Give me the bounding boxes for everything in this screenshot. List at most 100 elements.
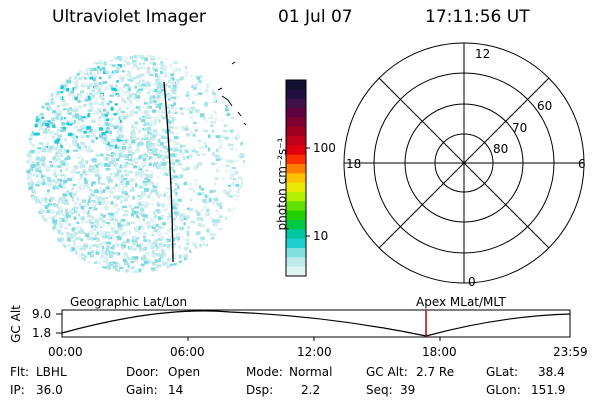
uv-speckle [112, 70, 117, 74]
uv-speckle [135, 183, 138, 188]
uv-speckle [172, 237, 176, 242]
uv-speckle [93, 81, 97, 85]
uv-speckle [76, 85, 79, 89]
uv-speckle [102, 242, 107, 246]
uv-speckle [180, 76, 184, 80]
uv-speckle [92, 237, 97, 240]
uv-speckle [153, 189, 158, 193]
uv-speckle [134, 256, 139, 260]
uv-speckle [107, 105, 111, 107]
uv-speckle [127, 70, 131, 73]
uv-speckle [206, 208, 210, 213]
uv-speckle [152, 123, 158, 127]
uv-speckle [151, 95, 156, 99]
uv-speckle [63, 219, 67, 223]
uv-speckle [76, 118, 79, 121]
uv-speckle [211, 162, 216, 166]
uv-speckle [97, 107, 102, 111]
uv-speckle [156, 144, 162, 147]
uv-speckle [150, 143, 156, 146]
uv-speckle [145, 168, 149, 172]
uv-speckle [224, 136, 229, 140]
uv-speckle [166, 104, 171, 107]
uv-speckle [128, 87, 131, 91]
uv-speckle [48, 183, 52, 186]
uv-speckle [101, 249, 106, 254]
uv-speckle [99, 174, 103, 178]
uv-speckle [84, 220, 89, 223]
uv-speckle [201, 209, 205, 213]
uv-speckle [62, 108, 66, 111]
uv-speckle [59, 153, 63, 157]
uv-speckle [97, 89, 102, 93]
uv-speckle [122, 63, 127, 68]
uv-speckle [36, 162, 40, 166]
uv-speckle [148, 239, 151, 243]
uv-speckle [89, 254, 95, 258]
uv-speckle [76, 72, 80, 76]
uv-speckle [122, 84, 125, 88]
uv-speckle [197, 79, 202, 84]
uv-speckle [55, 158, 61, 161]
uv-speckle [99, 76, 102, 80]
uv-speckle [49, 164, 54, 168]
uv-speckle [216, 202, 219, 206]
uv-speckle [95, 251, 100, 255]
uv-speckle [61, 210, 64, 214]
uv-speckle [97, 102, 102, 106]
uv-speckle [118, 226, 123, 231]
uv-speckle [160, 70, 163, 74]
uv-speckle [125, 83, 128, 86]
uv-speckle [31, 131, 34, 135]
uv-speckle [197, 77, 201, 80]
uv-speckle [62, 193, 68, 197]
uv-speckle [136, 201, 139, 206]
uv-speckle [35, 151, 40, 155]
uv-speckle [89, 203, 95, 207]
uv-speckle [156, 86, 159, 90]
uv-speckle [206, 244, 209, 248]
uv-speckle [92, 244, 95, 248]
uv-speckle [214, 177, 219, 180]
uv-speckle [219, 202, 222, 205]
uv-speckle [146, 179, 151, 183]
uv-speckle [124, 169, 127, 173]
uv-speckle [71, 175, 75, 179]
uv-speckle [75, 135, 78, 139]
uv-speckle [91, 149, 94, 152]
color-bar-segment [286, 136, 306, 146]
uv-speckle [91, 89, 96, 92]
uv-speckle [117, 224, 123, 229]
uv-speckle [149, 124, 153, 128]
uv-speckle [66, 235, 72, 239]
uv-speckle [124, 261, 129, 266]
uv-speckle [92, 183, 96, 186]
uv-speckle [214, 162, 218, 165]
uv-speckle [137, 99, 140, 102]
uv-speckle [141, 164, 146, 167]
uv-speckle [171, 189, 176, 194]
uv-speckle [140, 170, 144, 174]
time-axis-label-2: 12:00 [297, 345, 332, 359]
uv-speckle [210, 114, 213, 119]
uv-speckle [127, 264, 130, 268]
uv-speckle [129, 179, 133, 182]
uv-speckle [152, 269, 157, 273]
uv-speckle [62, 242, 66, 246]
uv-speckle [156, 57, 161, 61]
uv-speckle [84, 149, 90, 153]
altitude-tick-high-label: 9.0 [32, 307, 52, 321]
uv-speckle [190, 220, 196, 224]
uv-speckle [156, 224, 159, 227]
uv-speckle [141, 202, 147, 205]
glat-label: GLat: [486, 365, 519, 379]
uv-speckle [151, 157, 157, 160]
uv-speckle [88, 229, 93, 234]
uv-speckle [118, 183, 124, 186]
uv-speckle [126, 255, 129, 259]
uv-speckle [159, 254, 164, 259]
uv-speckle [95, 195, 100, 199]
uv-speckle [111, 111, 115, 114]
uv-speckle [165, 161, 169, 164]
